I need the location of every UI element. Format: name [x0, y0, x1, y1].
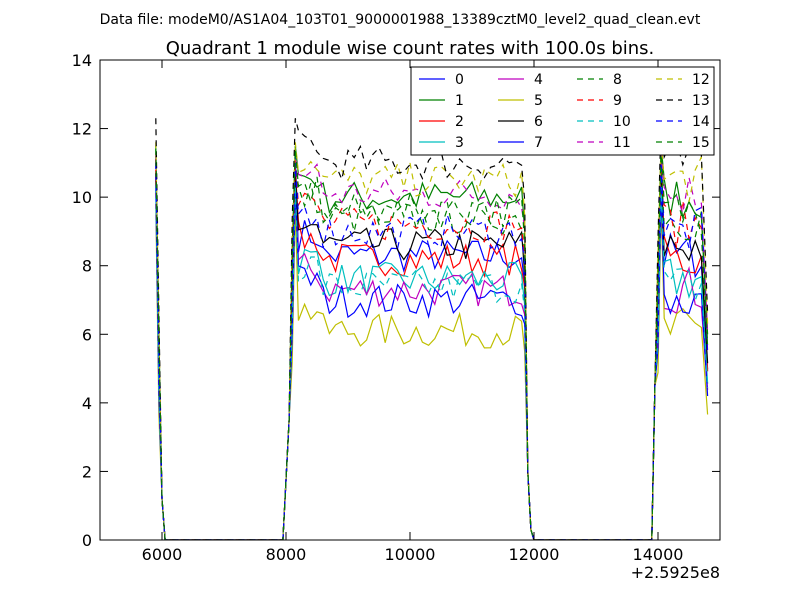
x-offset-label: +2.5925e8 [631, 563, 720, 582]
series-lines [155, 118, 709, 540]
x-tick-label-2: 10000 [385, 545, 436, 564]
plot-frame [99, 59, 721, 541]
y-tick-label-3: 6 [82, 325, 92, 344]
series-line-10 [155, 186, 709, 540]
legend-label-6: 6 [534, 114, 543, 130]
legend-label-4: 4 [534, 72, 543, 88]
legend-label-10: 10 [613, 114, 631, 130]
legend-box [410, 66, 715, 156]
legend-label-8: 8 [613, 72, 622, 88]
series-line-8 [155, 162, 709, 540]
legend-label-9: 9 [613, 93, 622, 109]
legend-label-0: 0 [455, 72, 464, 88]
series-line-11 [155, 152, 709, 540]
series-line-1 [155, 145, 709, 540]
legend-label-1: 1 [455, 93, 464, 109]
series-line-0 [155, 155, 709, 540]
series-line-13 [155, 118, 709, 540]
legend-label-13: 13 [692, 93, 710, 109]
y-tick-label-4: 8 [82, 257, 92, 276]
y-tick-label-2: 4 [82, 394, 92, 413]
y-tick-label-6: 12 [72, 120, 92, 139]
chart-suptitle: Data file: modeM0/AS1A04_103T01_90000019… [100, 12, 701, 28]
x-tick-label-1: 8000 [266, 545, 307, 564]
series-line-9 [155, 159, 709, 540]
series-line-15 [155, 149, 709, 540]
legend-label-3: 3 [455, 135, 464, 151]
legend-label-15: 15 [692, 135, 710, 151]
y-tick-label-0: 0 [82, 531, 92, 550]
series-line-2 [155, 169, 709, 540]
series-line-12 [155, 142, 709, 540]
legend-label-2: 2 [455, 114, 464, 130]
series-line-4 [155, 176, 709, 540]
legend-label-14: 14 [692, 114, 710, 130]
legend-label-5: 5 [534, 93, 543, 109]
legend-label-12: 12 [692, 72, 710, 88]
series-line-14 [155, 162, 709, 540]
x-tick-label-3: 12000 [509, 545, 560, 564]
y-tick-label-7: 14 [72, 51, 92, 70]
chart-title: Quadrant 1 module wise count rates with … [166, 38, 655, 59]
legend-label-11: 11 [613, 135, 631, 151]
y-tick-label-1: 2 [82, 462, 92, 481]
series-line-7 [155, 190, 709, 540]
x-tick-label-4: 14000 [633, 545, 684, 564]
series-line-6 [155, 173, 709, 540]
legend-label-7: 7 [534, 135, 543, 151]
y-tick-label-5: 10 [72, 188, 92, 207]
x-tick-label-0: 6000 [142, 545, 183, 564]
